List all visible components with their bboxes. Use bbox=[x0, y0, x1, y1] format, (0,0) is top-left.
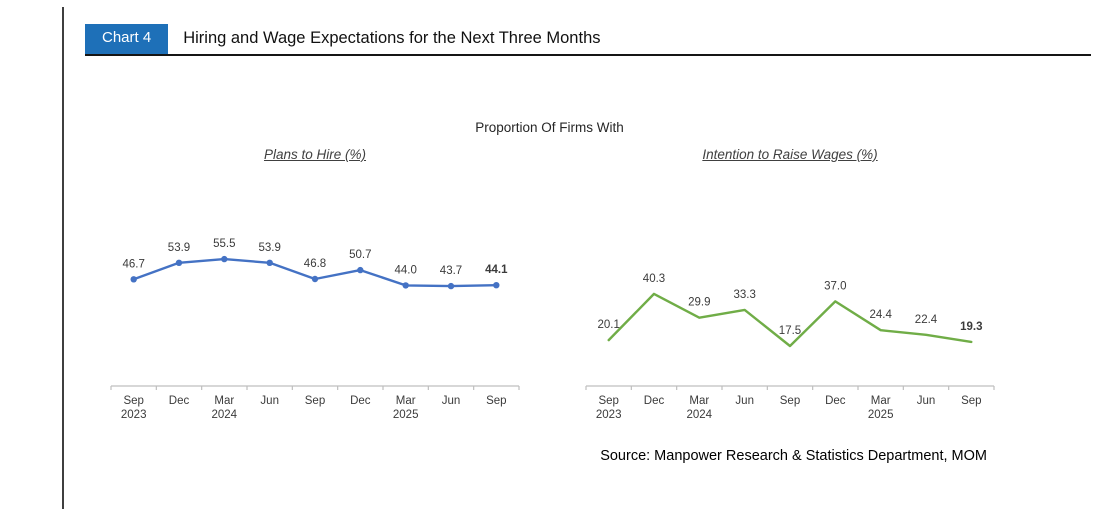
data-label: 50.7 bbox=[349, 249, 371, 261]
raise-wages-chart: 20.1 40.3 29.9 33.3 17.5 37.0 24.4 22.4 19.3 Sep 2… bbox=[570, 166, 1010, 434]
data-label: 33.3 bbox=[734, 289, 756, 301]
data-point bbox=[266, 259, 273, 266]
data-label: 37.0 bbox=[824, 280, 846, 292]
plans-to-hire-chart: 46.7 53.9 55.5 53.9 46.8 50.7 44.0 43.7 44.1 Sep 2… bbox=[95, 166, 535, 434]
category-label: Sep bbox=[123, 395, 143, 407]
data-point bbox=[447, 282, 455, 290]
category-year-label: 2025 bbox=[868, 409, 894, 421]
data-label: 24.4 bbox=[870, 309, 893, 321]
data-point bbox=[130, 276, 137, 283]
category-label: Mar bbox=[396, 395, 416, 407]
data-label: 55.5 bbox=[213, 238, 235, 250]
data-label: 40.3 bbox=[643, 273, 665, 285]
data-label: 53.9 bbox=[168, 242, 190, 254]
category-label: Dec bbox=[825, 395, 846, 407]
category-label: Jun bbox=[917, 395, 936, 407]
category-label: Mar bbox=[214, 395, 234, 407]
plans-to-hire-block: Plans to Hire (%) 46.7 53.9 55.5 53.9 46.8 50… bbox=[95, 147, 535, 434]
category-label: Jun bbox=[735, 395, 754, 407]
category-label: Sep bbox=[305, 395, 325, 407]
header: Chart 4 Hiring and Wage Expectations for… bbox=[85, 24, 1091, 56]
category-year-label: 2023 bbox=[121, 409, 147, 421]
data-label: 46.8 bbox=[304, 258, 326, 270]
category-label: Sep bbox=[780, 395, 800, 407]
category-year-label: 2023 bbox=[596, 409, 622, 421]
data-label: 46.7 bbox=[123, 258, 145, 270]
category-label: Sep bbox=[486, 395, 506, 407]
category-label: Dec bbox=[169, 395, 190, 407]
data-label: 44.0 bbox=[395, 264, 417, 276]
data-label: 43.7 bbox=[440, 265, 462, 277]
category-label: Dec bbox=[350, 395, 371, 407]
data-label: 17.5 bbox=[779, 325, 801, 337]
data-point bbox=[175, 259, 183, 266]
raise-wages-block: Intention to Raise Wages (%) 20.1 40.3 29.… bbox=[570, 147, 1010, 434]
charts-row: Plans to Hire (%) 46.7 53.9 55.5 53.9 46.8 50… bbox=[95, 147, 1099, 434]
category-year-label: 2025 bbox=[393, 409, 419, 421]
plans-to-hire-title: Plans to Hire (%) bbox=[263, 147, 367, 162]
main-chart-title: Proportion Of Firms With bbox=[475, 120, 624, 135]
source-note: Source: Manpower Research & Statistics D… bbox=[600, 448, 987, 464]
page-title: Hiring and Wage Expectations for the Nex… bbox=[183, 29, 601, 47]
category-label: Mar bbox=[689, 395, 709, 407]
raise-wages-title: Intention to Raise Wages (%) bbox=[702, 147, 878, 162]
data-label: 19.3 bbox=[960, 321, 982, 333]
category-label: Sep bbox=[598, 395, 618, 407]
category-label: Mar bbox=[871, 395, 891, 407]
line-chart-svg: 46.7 53.9 55.5 53.9 46.8 50.7 44.0 43.7 44.1 Sep 2… bbox=[110, 238, 520, 421]
category-label: Jun bbox=[260, 395, 279, 407]
data-point bbox=[357, 266, 364, 274]
data-point bbox=[402, 282, 409, 289]
data-label: 44.1 bbox=[485, 264, 508, 276]
data-point bbox=[221, 255, 228, 263]
category-label: Jun bbox=[442, 395, 461, 407]
category-label: Dec bbox=[644, 395, 665, 407]
category-year-label: 2024 bbox=[212, 409, 238, 421]
chart-number-badge: Chart 4 bbox=[85, 24, 169, 54]
data-point bbox=[311, 275, 319, 283]
data-point bbox=[493, 282, 500, 289]
category-year-label: 2024 bbox=[687, 409, 713, 421]
line-chart-svg: 20.1 40.3 29.9 33.3 17.5 37.0 24.4 22.4 19.3 Sep 2… bbox=[585, 273, 995, 421]
data-label: 20.1 bbox=[598, 319, 620, 331]
data-label: 29.9 bbox=[688, 297, 710, 309]
data-label: 22.4 bbox=[915, 314, 938, 326]
trend-line bbox=[607, 292, 973, 348]
data-label: 53.9 bbox=[259, 242, 281, 254]
page-edge-line bbox=[62, 7, 64, 509]
category-label: Sep bbox=[961, 395, 981, 407]
